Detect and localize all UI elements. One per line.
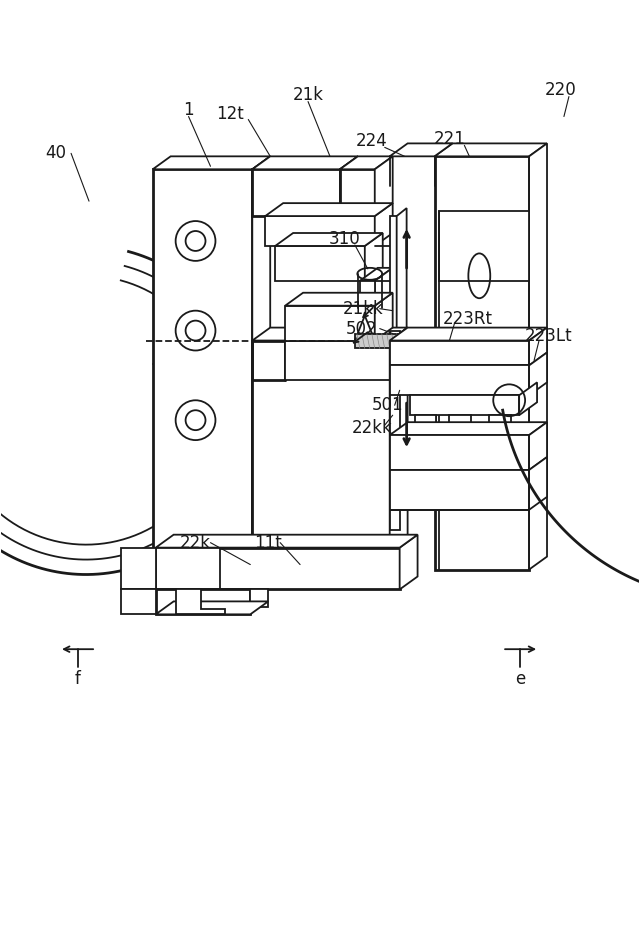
- Polygon shape: [285, 341, 390, 381]
- Text: 12t: 12t: [216, 105, 244, 122]
- Polygon shape: [156, 590, 250, 614]
- Polygon shape: [285, 293, 393, 306]
- Polygon shape: [449, 415, 471, 435]
- Polygon shape: [360, 268, 393, 281]
- Polygon shape: [519, 382, 537, 415]
- Polygon shape: [355, 306, 375, 331]
- Polygon shape: [435, 144, 547, 156]
- Polygon shape: [440, 211, 529, 281]
- Polygon shape: [435, 156, 529, 569]
- Polygon shape: [489, 415, 511, 435]
- Polygon shape: [156, 534, 417, 547]
- Polygon shape: [153, 169, 252, 547]
- Polygon shape: [252, 156, 358, 169]
- Text: f: f: [75, 670, 81, 688]
- Text: 502: 502: [346, 319, 378, 338]
- Polygon shape: [390, 328, 547, 341]
- Polygon shape: [397, 208, 406, 335]
- Polygon shape: [390, 470, 529, 510]
- Polygon shape: [390, 144, 452, 156]
- Polygon shape: [529, 353, 547, 395]
- Text: 223Lt: 223Lt: [525, 327, 573, 344]
- Text: 22kk: 22kk: [351, 419, 392, 437]
- Polygon shape: [156, 547, 220, 590]
- Polygon shape: [355, 333, 415, 348]
- Polygon shape: [285, 306, 375, 341]
- Text: e: e: [515, 670, 525, 688]
- Text: 223Rt: 223Rt: [442, 309, 492, 328]
- Polygon shape: [250, 590, 268, 607]
- Polygon shape: [265, 216, 375, 246]
- Polygon shape: [175, 590, 225, 614]
- Polygon shape: [340, 169, 375, 216]
- Text: 220: 220: [545, 81, 577, 99]
- Polygon shape: [121, 590, 156, 614]
- Polygon shape: [252, 156, 270, 547]
- Polygon shape: [375, 268, 393, 310]
- Polygon shape: [156, 547, 399, 590]
- Polygon shape: [390, 328, 408, 547]
- Text: 501: 501: [372, 396, 403, 414]
- Text: 310: 310: [329, 230, 361, 248]
- Polygon shape: [529, 328, 547, 366]
- Polygon shape: [153, 156, 270, 169]
- Polygon shape: [415, 415, 436, 435]
- Text: 11t: 11t: [254, 533, 282, 552]
- Polygon shape: [529, 457, 547, 510]
- Text: 21kk: 21kk: [342, 300, 383, 318]
- Text: 1: 1: [183, 101, 194, 119]
- Polygon shape: [399, 534, 417, 590]
- Polygon shape: [252, 328, 408, 341]
- Polygon shape: [529, 422, 547, 470]
- Polygon shape: [375, 156, 393, 216]
- Text: 40: 40: [45, 144, 67, 162]
- Polygon shape: [390, 435, 529, 470]
- Polygon shape: [390, 341, 529, 366]
- Polygon shape: [355, 316, 375, 341]
- Polygon shape: [375, 293, 393, 341]
- Polygon shape: [156, 601, 268, 614]
- Polygon shape: [390, 422, 547, 435]
- Polygon shape: [275, 233, 383, 246]
- Text: 221: 221: [433, 131, 465, 148]
- Polygon shape: [252, 341, 390, 547]
- Polygon shape: [375, 203, 393, 246]
- Polygon shape: [390, 328, 408, 381]
- Polygon shape: [390, 331, 399, 530]
- Text: 21k: 21k: [292, 85, 324, 104]
- Polygon shape: [390, 216, 397, 335]
- Polygon shape: [415, 331, 460, 350]
- Text: 22k: 22k: [180, 533, 211, 552]
- Polygon shape: [275, 246, 365, 281]
- Polygon shape: [340, 156, 393, 169]
- Polygon shape: [265, 203, 393, 216]
- Text: 224: 224: [356, 132, 388, 150]
- Polygon shape: [360, 281, 375, 310]
- Polygon shape: [340, 156, 358, 216]
- Polygon shape: [121, 547, 156, 590]
- Polygon shape: [365, 233, 383, 281]
- Polygon shape: [252, 169, 340, 216]
- Polygon shape: [529, 144, 547, 569]
- Polygon shape: [390, 366, 529, 395]
- Polygon shape: [410, 395, 519, 415]
